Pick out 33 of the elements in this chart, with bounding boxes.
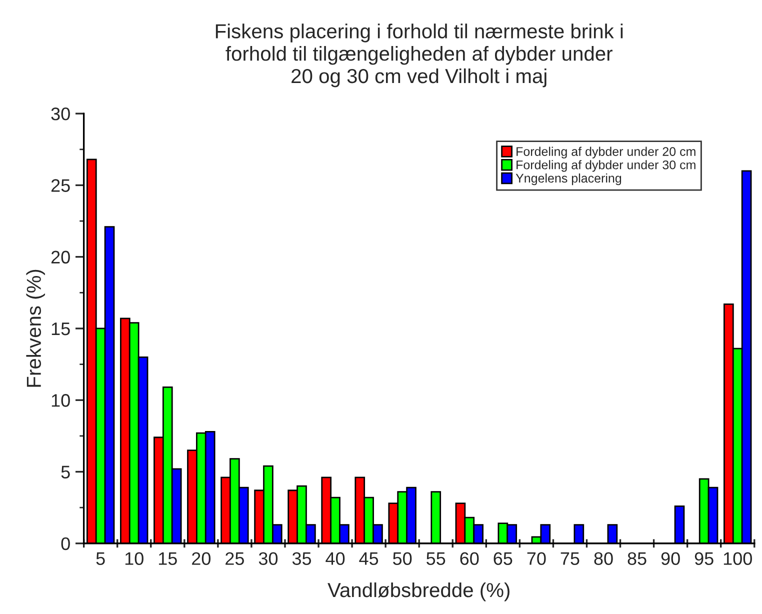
x-tick-label: 45 (359, 552, 378, 565)
y-tick-label: 30 (51, 108, 70, 120)
x-tick-label: 100 (724, 552, 752, 565)
x-tick-label: 35 (292, 552, 312, 565)
x-tick-label: 55 (426, 552, 446, 565)
y-tick-label: 20 (51, 250, 70, 264)
y-tick-label: 0 (61, 537, 70, 550)
y-axis-title: Frekvens (%) (26, 270, 45, 387)
x-tick-label: 85 (628, 552, 646, 565)
x-tick-label: 80 (594, 552, 613, 565)
x-tick-label: 40 (326, 552, 345, 565)
x-tick-label: 20 (192, 552, 211, 565)
x-tick-label: 65 (494, 552, 512, 565)
legend-label: Fordeling af dybder under 30 cm (516, 160, 696, 172)
x-tick-label: 10 (125, 552, 144, 565)
y-tick-label: 25 (51, 179, 70, 192)
x-tick-label: 50 (393, 552, 412, 565)
x-tick-label: 70 (527, 552, 546, 565)
x-tick-label: 90 (661, 552, 680, 565)
chart-title: Fiskens placering i forhold til nærmeste brink i forhold til tilgængeligheden af dybder under 20 og 30 cm ved Vilholt i maj (216, 24, 623, 88)
x-tick-label: 30 (258, 552, 278, 565)
legend-label: Fordeling af dybder under 20 cm (516, 146, 696, 158)
y-tick-label: 10 (52, 394, 70, 407)
x-tick-label: 15 (158, 552, 177, 565)
x-tick-label: 60 (460, 552, 479, 565)
x-tick-label: 75 (560, 552, 580, 565)
x-tick-label: 95 (694, 552, 714, 565)
y-tick-label: 15 (52, 322, 70, 336)
y-tick-label: 5 (61, 466, 70, 478)
x-axis-title: Vandløbsbredde (%) (328, 582, 510, 602)
x-tick-label: 5 (96, 552, 105, 565)
x-tick-label: 25 (226, 552, 244, 565)
legend-label: Yngelens placering (516, 173, 622, 186)
